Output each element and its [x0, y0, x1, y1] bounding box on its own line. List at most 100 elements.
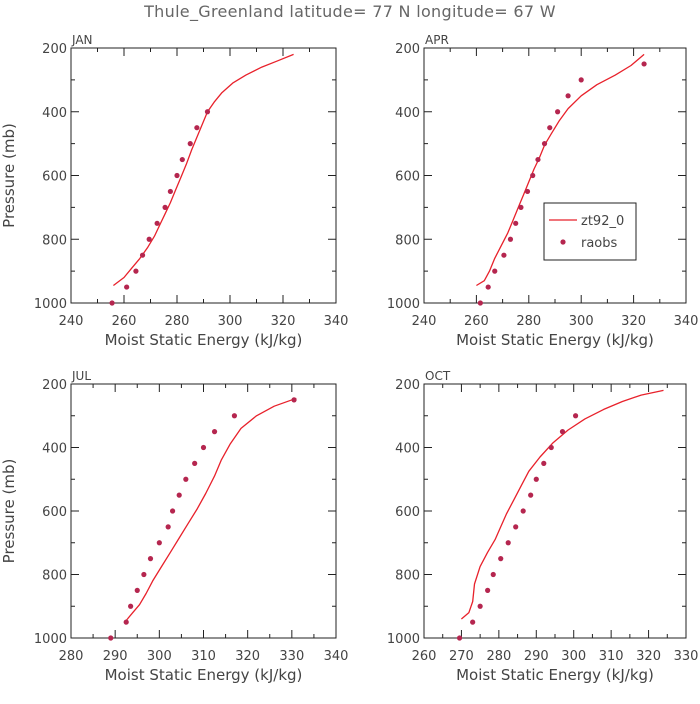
series-line-model — [460, 389, 664, 620]
data-point-raob — [176, 492, 182, 498]
data-point-raob — [134, 587, 140, 593]
data-point-raob — [501, 252, 507, 258]
plot-frame — [423, 47, 687, 304]
data-point-raob — [141, 571, 147, 578]
x-tick-label: 260 — [112, 314, 137, 329]
y-tick-label: 600 — [42, 170, 67, 185]
data-point-raob — [147, 556, 154, 562]
x-tick-label: 280 — [165, 314, 190, 329]
data-point-raob — [183, 476, 189, 482]
legend-label-model: zt92_0 — [581, 214, 624, 229]
data-point-raob — [477, 300, 483, 306]
x-tick-label: 240 — [412, 314, 437, 329]
y-tick-label: 1000 — [34, 297, 67, 312]
data-point-raob — [541, 460, 547, 466]
data-point-raob — [187, 141, 193, 147]
data-point-raob — [231, 413, 238, 419]
plot-frame — [70, 47, 337, 304]
y-tick-label: 200 — [42, 378, 67, 393]
x-tick-label: 320 — [271, 314, 296, 329]
y-tick-label: 600 — [395, 505, 420, 520]
data-point-raob — [108, 635, 114, 641]
data-point-raob — [492, 268, 498, 274]
data-point-raob — [200, 444, 207, 451]
x-tick-label: 320 — [235, 649, 260, 664]
series-line-model — [476, 53, 645, 287]
data-point-raob — [578, 77, 584, 83]
y-tick-label: 400 — [395, 442, 420, 457]
y-axis-label: Pressure (mb) — [0, 123, 18, 228]
data-point-raob — [485, 284, 491, 290]
y-tick-label: 1000 — [387, 632, 420, 647]
data-point-raob — [291, 397, 297, 403]
data-point-raob — [505, 540, 511, 546]
data-point-raob — [123, 619, 129, 625]
data-point-raob — [520, 508, 526, 514]
x-tick-label: 310 — [191, 649, 216, 664]
panel-label: JAN — [71, 33, 93, 47]
data-point-raob — [518, 204, 524, 210]
data-point-raob — [507, 236, 514, 242]
panel-jan: JAN 240 260 280 300 320 340 200 400 600 800 1000 Moi… — [0, 33, 348, 349]
data-point-raob — [533, 476, 539, 482]
data-point-raob — [146, 236, 152, 242]
y-tick-label: 200 — [395, 378, 420, 393]
data-point-raob — [513, 524, 519, 530]
data-point-raob — [156, 540, 162, 546]
panel-apr: APR 240 260 280 300 320 340 200 400 600 800 1000 Moi… — [387, 33, 699, 349]
series-line-model — [113, 53, 294, 287]
y-tick-label: 800 — [42, 233, 67, 248]
x-tick-label: 280 — [486, 649, 511, 664]
y-tick-label: 800 — [42, 569, 67, 584]
x-axis-label: Moist Static Energy (kJ/kg) — [105, 331, 303, 349]
data-point-raob — [485, 587, 491, 593]
x-tick-label: 280 — [516, 314, 541, 329]
panel-jul: JUL 280 290 300 310 320 330 340 200 400 600 800 1000… — [0, 369, 348, 684]
figure-title: Thule_Greenland latitude= 77 N longitude… — [144, 2, 556, 21]
data-point-raob — [524, 188, 531, 195]
data-point-raob — [133, 268, 139, 274]
y-tick-label: 600 — [42, 505, 67, 520]
x-axis-label: Moist Static Energy (kJ/kg) — [456, 331, 654, 349]
data-point-raob — [535, 156, 541, 163]
data-point-raob — [167, 188, 173, 195]
series-line-model — [125, 397, 297, 621]
data-point-raob — [528, 492, 534, 498]
y-tick-label: 400 — [42, 442, 67, 457]
x-tick-label: 240 — [59, 314, 84, 329]
x-axis-label: Moist Static Energy (kJ/kg) — [105, 666, 303, 684]
data-point-raob — [128, 603, 134, 609]
data-point-raob — [565, 93, 571, 99]
x-tick-label: 280 — [59, 649, 84, 664]
data-point-raob — [139, 252, 146, 258]
data-point-raob — [470, 619, 476, 625]
data-point-raob — [109, 300, 115, 306]
plot-frame — [423, 383, 687, 639]
data-point-raob — [513, 220, 519, 226]
y-tick-label: 800 — [395, 569, 420, 584]
data-point-raob — [641, 61, 647, 67]
data-point-raob — [559, 429, 566, 435]
data-point-raob — [192, 460, 198, 466]
data-point-raob — [555, 109, 561, 115]
y-tick-label: 600 — [395, 170, 420, 185]
panel-label: APR — [425, 33, 449, 47]
data-point-raob — [548, 444, 554, 451]
data-point-raob — [169, 508, 176, 514]
data-point-raob — [547, 125, 553, 131]
legend-box — [543, 202, 637, 261]
y-tick-label: 1000 — [387, 297, 420, 312]
y-tick-label: 1000 — [34, 632, 67, 647]
x-tick-label: 290 — [524, 649, 549, 664]
x-axis-label: Moist Static Energy (kJ/kg) — [456, 666, 654, 684]
y-tick-label: 800 — [395, 233, 420, 248]
plot-frame — [70, 383, 337, 639]
data-point-raob — [456, 635, 463, 641]
x-tick-label: 300 — [147, 649, 172, 664]
data-point-raob — [179, 156, 185, 163]
y-tick-label: 400 — [42, 106, 67, 121]
x-tick-label: 330 — [674, 649, 699, 664]
x-tick-label: 290 — [103, 649, 128, 664]
